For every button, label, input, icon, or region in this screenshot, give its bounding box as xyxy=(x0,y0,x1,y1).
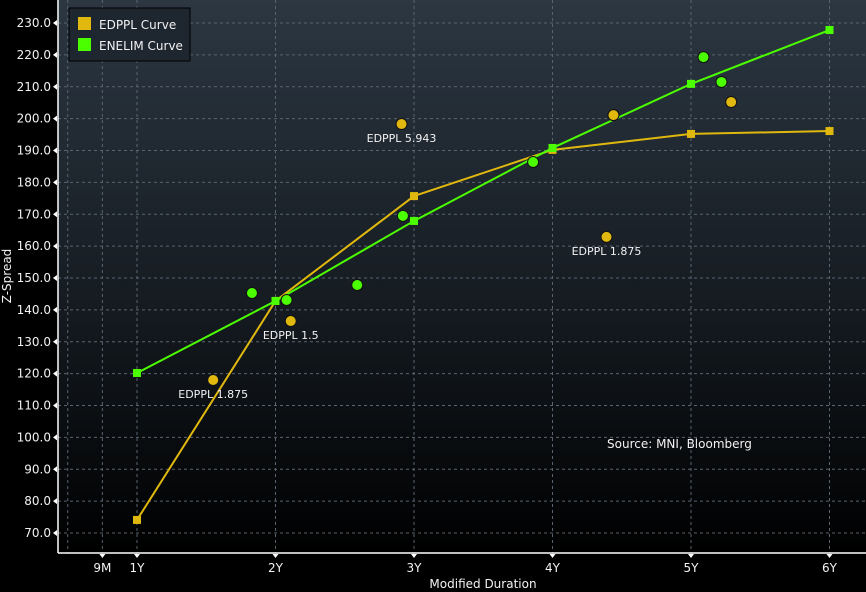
x-axis-label: Modified Duration xyxy=(429,577,536,591)
y-tick-mark xyxy=(53,434,57,441)
y-tick-mark xyxy=(53,275,57,281)
source-annotation: Source: MNI, Bloomberg xyxy=(607,437,752,451)
scatter-point xyxy=(697,51,710,64)
legend-label-enelim: ENELIM Curve xyxy=(99,39,183,53)
point-label: EDPPL 5.943 xyxy=(367,132,437,145)
y-tick-label: 170.0 xyxy=(17,207,51,221)
y-tick-label: 210.0 xyxy=(17,80,51,94)
y-tick-mark xyxy=(53,115,57,122)
x-tick-label: 2Y xyxy=(268,561,284,575)
series-marker xyxy=(825,127,834,136)
series-marker xyxy=(825,26,834,35)
y-tick-mark xyxy=(53,498,57,505)
x-tick-label: 4Y xyxy=(545,561,561,575)
y-tick-label: 70.0 xyxy=(24,526,51,540)
x-tick-label: 1Y xyxy=(130,561,146,575)
series-marker xyxy=(548,143,557,152)
y-tick-mark xyxy=(53,51,57,58)
y-tick-mark xyxy=(53,147,57,154)
legend: EDPPL Curve ENELIM Curve xyxy=(68,7,191,62)
x-tick-mark xyxy=(99,554,106,558)
y-tick-label: 110.0 xyxy=(17,399,51,413)
legend-swatch-enelim xyxy=(78,38,91,51)
y-tick-label: 140.0 xyxy=(17,303,51,317)
series-marker xyxy=(410,192,418,201)
series-lines xyxy=(133,26,834,524)
scatter-point xyxy=(207,374,220,386)
y-tick-label: 100.0 xyxy=(17,430,51,444)
x-tick-label: 6Y xyxy=(822,561,838,575)
x-tick-mark xyxy=(411,554,417,558)
x-tick-mark xyxy=(272,554,279,558)
scatter-point xyxy=(395,118,408,131)
x-tick-label: 9M xyxy=(93,561,111,575)
x-tick-mark xyxy=(688,554,694,558)
y-tick-label: 160.0 xyxy=(17,239,51,253)
y-tick-mark xyxy=(53,179,57,186)
series-marker xyxy=(133,368,141,377)
series-marker xyxy=(271,296,280,305)
scatter-point xyxy=(280,293,293,306)
scatter-point xyxy=(600,230,613,243)
y-tick-mark xyxy=(53,530,57,536)
y-tick-label: 80.0 xyxy=(24,494,51,508)
plot-area xyxy=(58,0,866,553)
point-label: EDPPL 1.875 xyxy=(572,245,642,258)
x-tick-mark xyxy=(549,554,556,558)
y-tick-mark xyxy=(53,83,57,90)
scatter-point xyxy=(396,209,409,222)
y-tick-mark xyxy=(53,306,57,313)
series-marker xyxy=(410,216,418,225)
series-marker xyxy=(687,129,695,138)
series-marker xyxy=(133,515,141,524)
scatter-point xyxy=(607,109,620,122)
y-tick-mark xyxy=(53,20,57,26)
x-tick-label: 3Y xyxy=(407,561,423,575)
legend-swatch-edppl xyxy=(78,17,91,30)
scatter-points: EDPPL 1.875 EDPPL 1.5 EDPPL 5.943 EDPPL 1.8… xyxy=(178,51,738,401)
x-tick-mark xyxy=(826,554,833,558)
y-tick-label: 180.0 xyxy=(17,175,51,189)
series-marker xyxy=(687,79,695,88)
y-tick-label: 190.0 xyxy=(17,144,51,158)
scatter-point xyxy=(527,155,540,168)
y-tick-label: 230.0 xyxy=(17,16,51,30)
y-tick-label: 220.0 xyxy=(17,48,51,62)
y-tick-mark xyxy=(53,402,57,409)
y-tick-label: 200.0 xyxy=(17,112,51,126)
point-label: EDPPL 1.875 xyxy=(178,388,248,401)
scatter-point xyxy=(351,279,364,292)
x-tick-mark xyxy=(134,554,140,558)
y-tick-label: 120.0 xyxy=(17,367,51,381)
x-tick-label: 5Y xyxy=(684,561,700,575)
point-label: EDPPL 1.5 xyxy=(263,329,319,342)
y-tick-mark xyxy=(53,370,57,377)
y-tick-mark xyxy=(53,466,57,473)
y-tick-mark xyxy=(53,243,57,250)
y-tick-label: 150.0 xyxy=(17,271,51,285)
series-line xyxy=(136,130,830,521)
gridlines xyxy=(58,0,866,553)
y-tick-label: 90.0 xyxy=(24,462,51,476)
y-tick-label: 130.0 xyxy=(17,335,51,349)
y-axis-label: Z-Spread xyxy=(0,249,14,304)
legend-label-edppl: EDPPL Curve xyxy=(99,18,176,32)
y-tick-mark xyxy=(53,338,57,345)
y-tick-mark xyxy=(53,211,57,218)
scatter-point xyxy=(245,286,258,299)
scatter-point xyxy=(284,315,297,328)
series-line xyxy=(136,29,830,374)
axes: 70.0 80.0 90.0 100.0 110.0 120.0 130.0 140.0 150… xyxy=(17,0,866,575)
scatter-point xyxy=(715,75,728,88)
scatter-point xyxy=(725,96,738,109)
